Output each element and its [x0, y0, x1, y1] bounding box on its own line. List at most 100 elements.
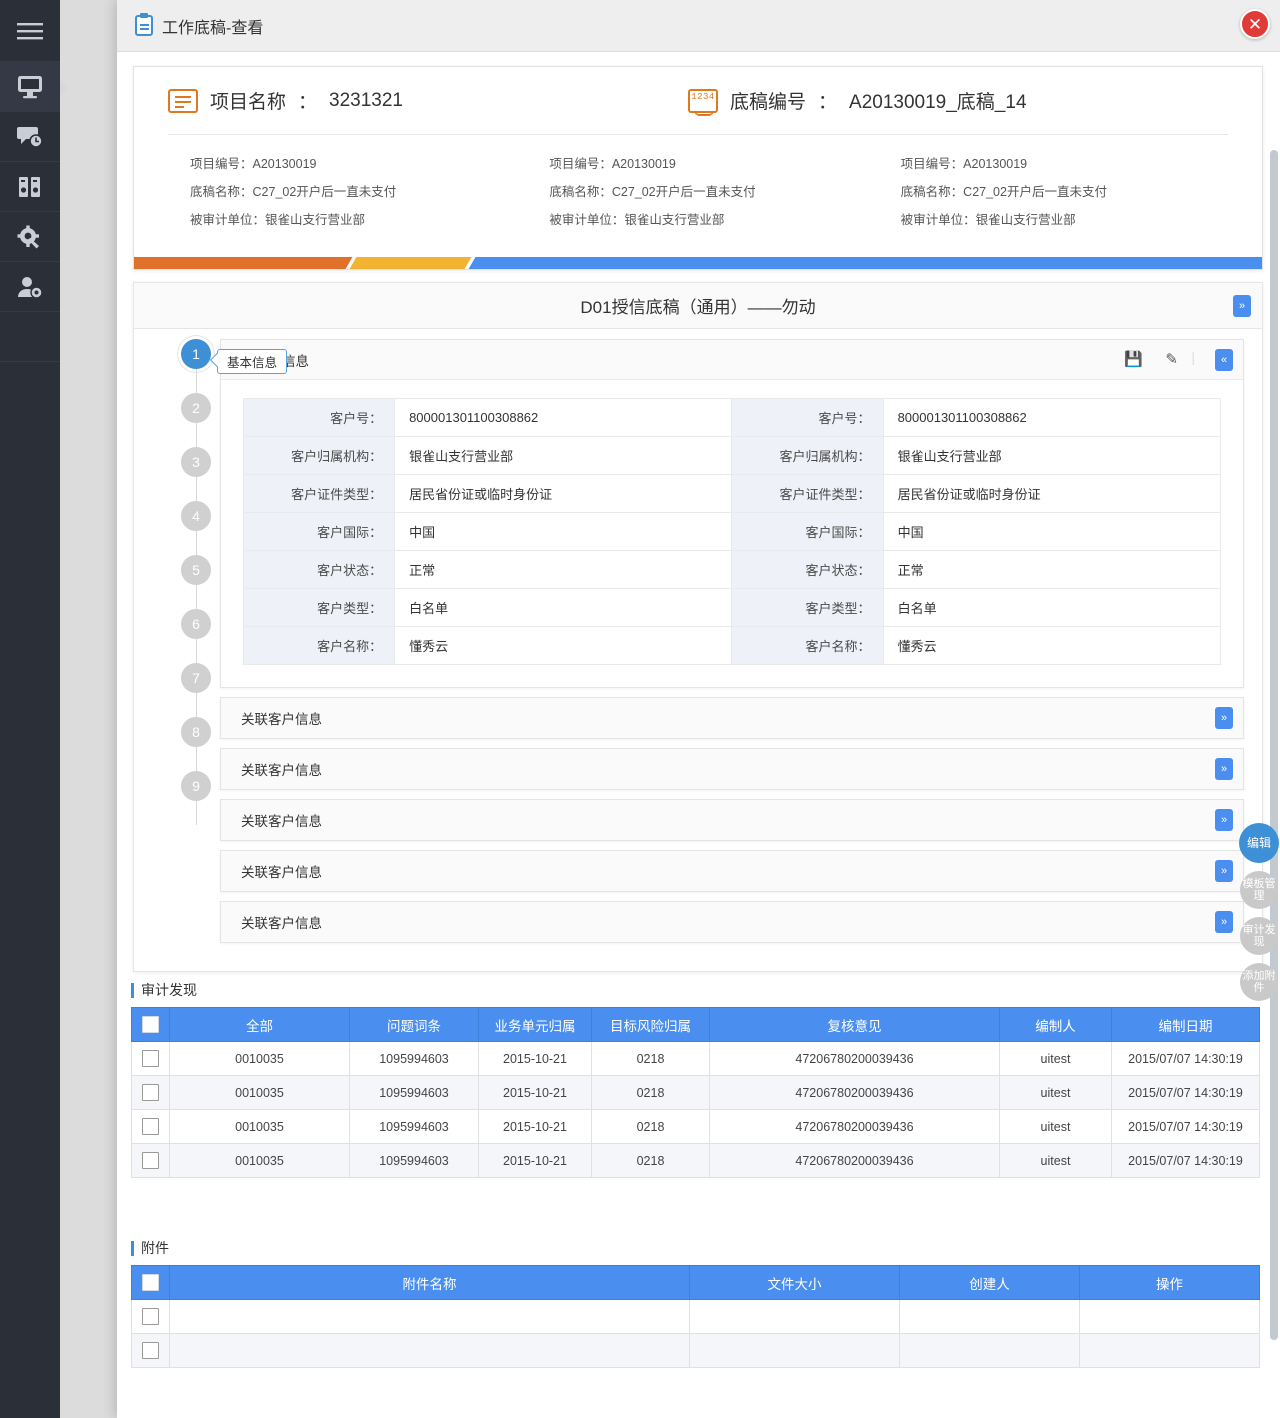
field-value: 正常: [394, 550, 733, 589]
select-all-header[interactable]: [131, 1265, 170, 1300]
related-customer-header[interactable]: 关联客户信息 »: [221, 749, 1243, 789]
modal-scrollbar-thumb[interactable]: [1270, 150, 1278, 1340]
hamburger-icon[interactable]: [0, 0, 60, 62]
step-6[interactable]: 6: [181, 609, 211, 639]
select-all-checkbox[interactable]: [142, 1016, 159, 1033]
monitor-icon[interactable]: [0, 62, 60, 112]
step-4[interactable]: 4: [181, 501, 211, 531]
chat-history-icon[interactable]: [0, 112, 60, 162]
row-checkbox[interactable]: [142, 1308, 159, 1325]
cell: 0010035: [169, 1143, 350, 1178]
section-accent-bar: [131, 982, 134, 998]
step-5[interactable]: 5: [181, 555, 211, 585]
column-header[interactable]: 问题词条: [349, 1007, 479, 1042]
related-customer-header[interactable]: 关联客户信息 »: [221, 698, 1243, 738]
save-icon[interactable]: 💾: [1124, 351, 1143, 368]
meta-audited-unit: 被审计单位：银雀山支行营业部: [190, 209, 517, 228]
chevron-down-icon[interactable]: »: [1215, 758, 1233, 780]
project-name-field: 项目名称 ： 3231321: [168, 87, 688, 114]
meta-label: 底稿名称：: [549, 185, 612, 199]
archive-binders-icon[interactable]: [0, 162, 60, 212]
row-checkbox[interactable]: [142, 1084, 159, 1101]
table-row[interactable]: 0010035 1095994603 2015-10-21 0218 47206…: [131, 1143, 1260, 1178]
chevron-down-icon[interactable]: »: [1233, 295, 1251, 317]
row-select-cell[interactable]: [131, 1333, 170, 1368]
basic-info-panel-header[interactable]: 基本信息 基本信息 💾 ✎ | «: [217, 340, 1243, 380]
select-all-header[interactable]: [131, 1007, 170, 1042]
field-value: 居民省份证或临时身份证: [394, 474, 733, 513]
table-row[interactable]: 0010035 1095994603 2015-10-21 0218 47206…: [131, 1075, 1260, 1110]
column-header[interactable]: 全部: [169, 1007, 350, 1042]
column-header[interactable]: 编制人: [999, 1007, 1112, 1042]
meta-value: C27_02开户后一直未支付: [611, 185, 756, 199]
table-row[interactable]: 0010035 1095994603 2015-10-21 0218 47206…: [131, 1109, 1260, 1144]
related-customer-panel-5: 关联客户信息 »: [220, 901, 1244, 943]
chevron-down-icon[interactable]: »: [1215, 707, 1233, 729]
cell: [689, 1333, 900, 1368]
cell: 1095994603: [349, 1143, 479, 1178]
close-icon[interactable]: ✕: [1240, 9, 1270, 39]
fab-template-manage[interactable]: 模板管理: [1240, 871, 1278, 909]
row-checkbox[interactable]: [142, 1050, 159, 1067]
attachments-title-text: 附件: [141, 1240, 169, 1256]
table-row[interactable]: [131, 1299, 1260, 1334]
row-checkbox[interactable]: [142, 1342, 159, 1359]
row-checkbox[interactable]: [142, 1118, 159, 1135]
table-row[interactable]: [131, 1333, 1260, 1368]
draft-number-separator: ：: [818, 92, 838, 113]
related-customer-title: 关联客户信息: [241, 712, 322, 727]
column-header[interactable]: 复核意见: [709, 1007, 1000, 1042]
audit-findings-table: 全部 问题词条 业务单元归属 目标风险归属 复核意见 编制人 编制日期 0010…: [131, 1007, 1260, 1178]
fab-audit-finding[interactable]: 审计发现: [1240, 917, 1278, 955]
fab-add-attachment[interactable]: 添加附件: [1240, 963, 1278, 1001]
number-badge-icon: 1234: [688, 88, 718, 116]
gear-tool-icon[interactable]: [0, 212, 60, 262]
pencil-icon[interactable]: ✎: [1165, 351, 1178, 368]
step-1[interactable]: 1: [181, 339, 211, 369]
table-row: 客户状态： 正常 客户状态： 正常: [242, 550, 1222, 589]
column-header[interactable]: 目标风险归属: [591, 1007, 710, 1042]
worksheet-header-card: 项目名称 ： 3231321 1234 底稿编号 ： A20130019_底稿_…: [133, 66, 1263, 270]
cell: 47206780200039436: [709, 1075, 1000, 1110]
step-7[interactable]: 7: [181, 663, 211, 693]
column-header[interactable]: 编制日期: [1111, 1007, 1260, 1042]
row-checkbox[interactable]: [142, 1152, 159, 1169]
active-nav-pointer: [60, 80, 68, 96]
select-all-checkbox[interactable]: [142, 1274, 159, 1291]
user-settings-icon[interactable]: [0, 262, 60, 312]
cell: 2015-10-21: [478, 1041, 592, 1076]
form-title-text: D01授信底稿（通用）——勿动: [580, 298, 816, 317]
chevron-down-icon[interactable]: »: [1215, 809, 1233, 831]
field-label: 客户类型：: [731, 588, 884, 627]
row-select-cell[interactable]: [131, 1143, 170, 1178]
step-2[interactable]: 2: [181, 393, 211, 423]
related-customer-header[interactable]: 关联客户信息 »: [221, 800, 1243, 840]
column-header[interactable]: 附件名称: [169, 1265, 690, 1300]
field-value: 800001301100308862: [394, 398, 733, 437]
column-header[interactable]: 操作: [1079, 1265, 1260, 1300]
field-value: 居民省份证或临时身份证: [882, 474, 1222, 513]
column-header[interactable]: 创建人: [899, 1265, 1080, 1300]
column-header[interactable]: 文件大小: [689, 1265, 900, 1300]
cell: 0218: [591, 1143, 710, 1178]
table-row: 客户证件类型： 居民省份证或临时身份证 客户证件类型： 居民省份证或临时身份证: [242, 474, 1222, 513]
step-3[interactable]: 3: [181, 447, 211, 477]
chevron-up-icon[interactable]: «: [1215, 349, 1233, 371]
step-8[interactable]: 8: [181, 717, 211, 747]
related-customer-header[interactable]: 关联客户信息 »: [221, 902, 1243, 942]
chevron-down-icon[interactable]: »: [1215, 911, 1233, 933]
meta-value: A20130019: [963, 157, 1028, 171]
row-select-cell[interactable]: [131, 1041, 170, 1076]
step-9[interactable]: 9: [181, 771, 211, 801]
related-customer-header[interactable]: 关联客户信息 »: [221, 851, 1243, 891]
row-select-cell[interactable]: [131, 1109, 170, 1144]
field-label: 客户名称：: [731, 626, 884, 665]
column-header[interactable]: 业务单元归属: [478, 1007, 592, 1042]
chevron-down-icon[interactable]: »: [1215, 860, 1233, 882]
table-row[interactable]: 0010035 1095994603 2015-10-21 0218 47206…: [131, 1041, 1260, 1076]
cell: 1095994603: [349, 1109, 479, 1144]
row-select-cell[interactable]: [131, 1075, 170, 1110]
table-row: 客户类型： 白名单 客户类型： 白名单: [242, 588, 1222, 627]
fab-edit[interactable]: 编辑: [1239, 823, 1279, 863]
row-select-cell[interactable]: [131, 1299, 170, 1334]
